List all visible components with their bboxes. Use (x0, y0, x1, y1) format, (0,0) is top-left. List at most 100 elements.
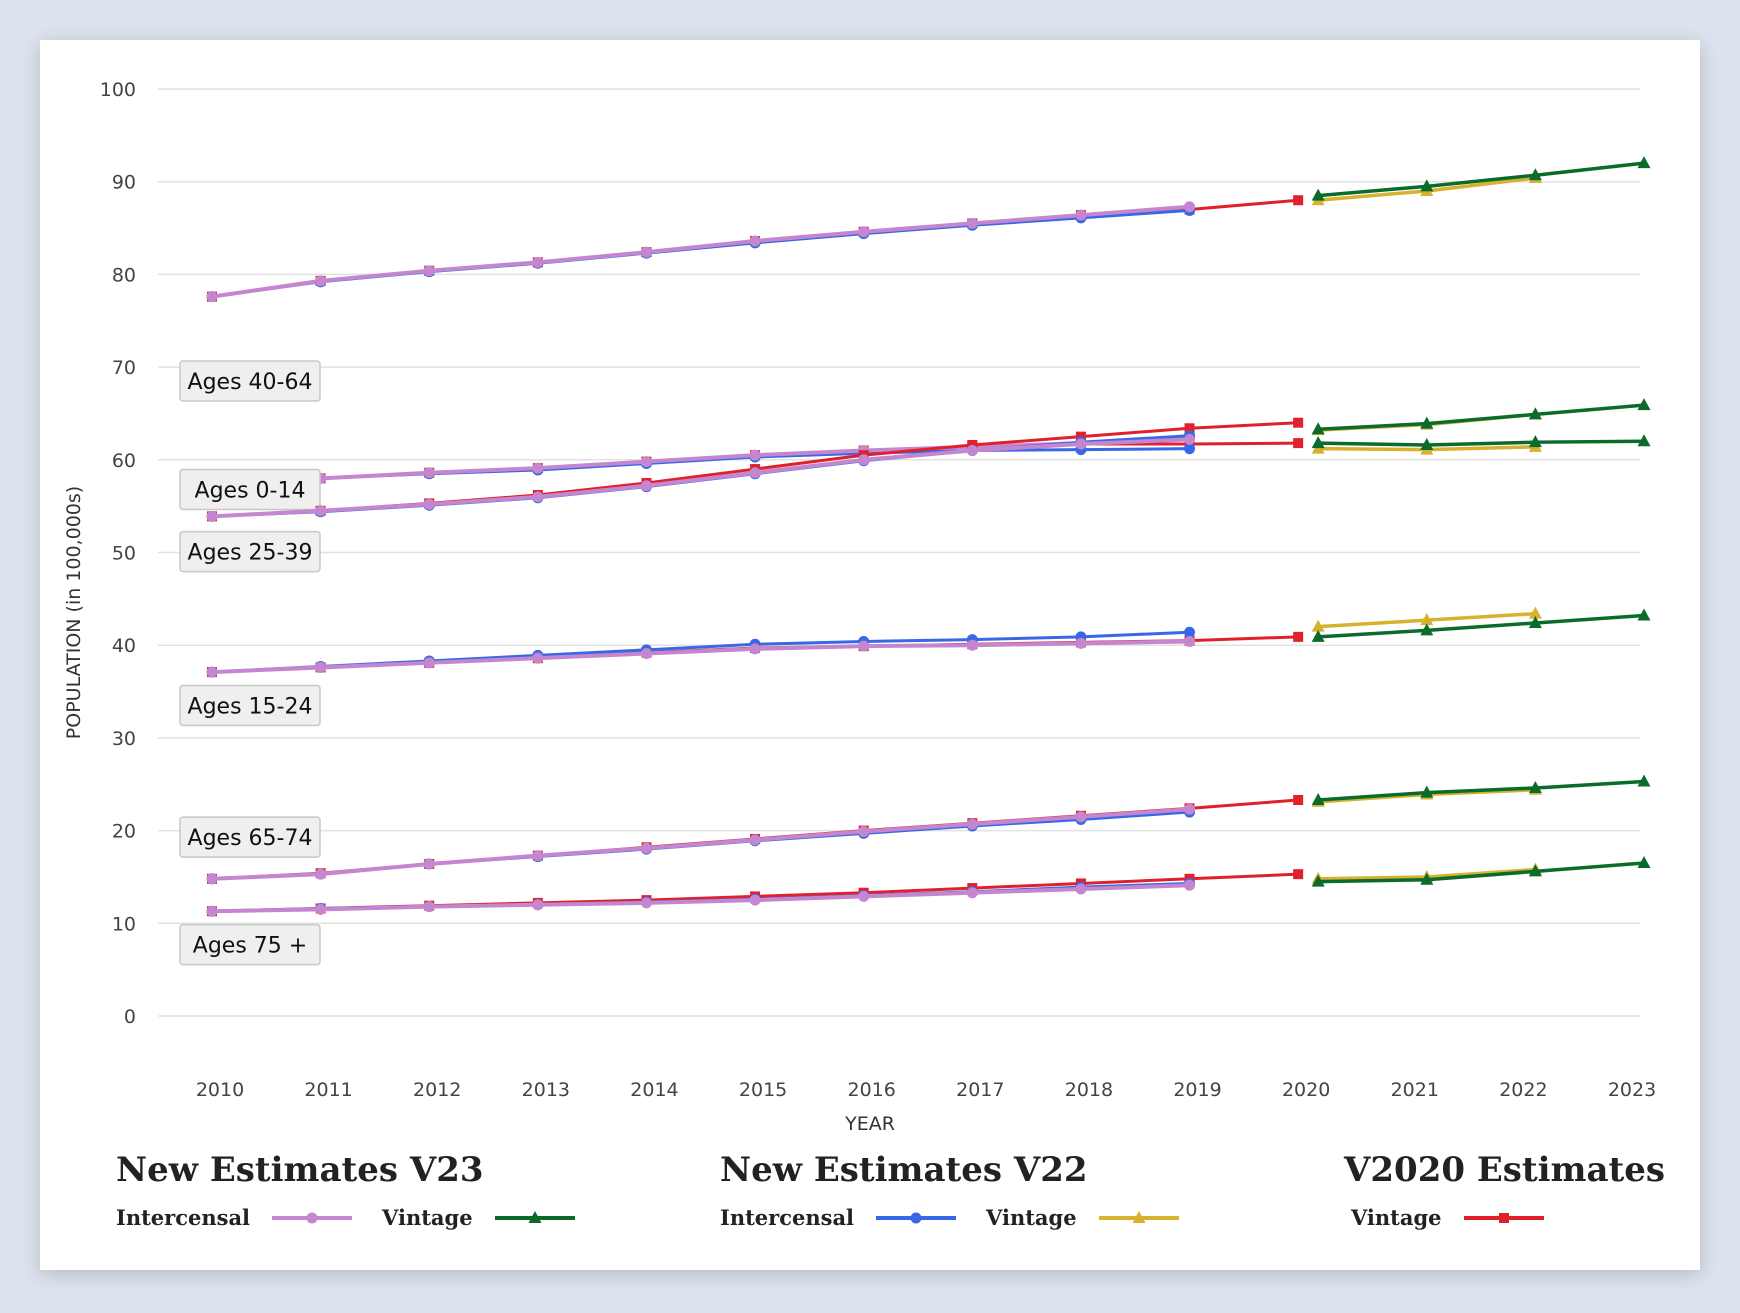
data-point-v23-vintage (1420, 179, 1434, 192)
data-point-v2020-vintage (1293, 795, 1304, 806)
data-point-v2020-vintage (967, 439, 978, 450)
legend-swatch-v23-vintage (494, 1208, 575, 1228)
data-point-v23-intercensal (749, 235, 761, 247)
y-tick-label: 0 (124, 1006, 136, 1028)
x-tick-label: 2018 (1065, 1079, 1113, 1101)
x-tick-label: 2022 (1499, 1079, 1547, 1101)
data-point-v23-intercensal (315, 903, 327, 915)
legend-swatch-v2020-vintage (1463, 1208, 1544, 1228)
series-line-v23-intercensal (211, 883, 1190, 914)
data-point-v2020-vintage (1293, 869, 1304, 880)
data-point-v23-intercensal (1075, 637, 1087, 649)
data-point-v23-intercensal (966, 818, 978, 830)
data-point-v2020-vintage (1293, 438, 1304, 449)
legend-group-v23: New Estimates V23 (116, 1150, 484, 1190)
data-point-v23-vintage (1420, 437, 1434, 450)
y-tick-label: 40 (112, 635, 136, 657)
data-point-v23-vintage (1420, 872, 1434, 885)
data-point-v23-vintage (1420, 416, 1434, 429)
data-point-v23-vintage (1637, 398, 1651, 411)
data-point-v2020-vintage (1293, 417, 1304, 428)
data-point-v23-intercensal (532, 899, 544, 911)
data-point-v23-intercensal (423, 657, 435, 669)
data-point-v23-intercensal (858, 454, 870, 466)
legend-title: New Estimates V22 (720, 1150, 1088, 1190)
series-line-v23-intercensal (211, 639, 1190, 675)
data-point-v23-intercensal (206, 666, 218, 678)
data-point-v23-intercensal (206, 510, 218, 522)
data-point-v23-vintage (1528, 407, 1542, 420)
data-point-v23-vintage (1637, 156, 1651, 169)
legend-marker-icon (528, 1210, 542, 1223)
series-line-v23-intercensal (211, 807, 1190, 881)
data-point-v23-intercensal (532, 850, 544, 862)
data-point-v23-intercensal (858, 226, 870, 238)
data-point-v23-intercensal (206, 873, 218, 885)
data-point-v23-intercensal (966, 445, 978, 457)
legend-row-v2020: Vintage (1351, 1205, 1574, 1230)
group-label-text: Ages 0-14 (195, 478, 306, 503)
data-point-v2020-vintage (1184, 423, 1195, 434)
data-point-v23-intercensal (966, 217, 978, 229)
y-tick-label: 90 (112, 172, 136, 194)
group-label: Ages 40-64 (179, 360, 321, 402)
data-point-v23-intercensal (640, 456, 652, 468)
data-point-v23-intercensal (315, 661, 327, 673)
data-point-v23-intercensal (1075, 883, 1087, 895)
series-line-v23-vintage (1318, 613, 1645, 639)
x-tick-label: 2012 (413, 1079, 461, 1101)
data-point-v23-vintage (1420, 623, 1434, 636)
data-point-v23-vintage (1637, 608, 1651, 621)
legend-marker-icon (306, 1212, 318, 1223)
y-tick-label: 30 (112, 728, 136, 750)
group-label-box (179, 468, 321, 511)
x-tick-label: 2015 (739, 1079, 787, 1101)
chart-card: 0 10 20 30 40 50 60 70 80 90 100 2010 2011 2012 2013 20… (40, 40, 1700, 1270)
data-point-v23-intercensal (640, 648, 652, 660)
x-tick-label: 2010 (196, 1079, 244, 1101)
data-point-v22-intercensal (1184, 626, 1196, 638)
data-point-v23-intercensal (423, 858, 435, 870)
group-label-text: Ages 40-64 (188, 370, 313, 395)
data-point-v23-intercensal (423, 467, 435, 479)
series-group-ages-75- (206, 856, 1651, 917)
data-point-v23-vintage (1528, 435, 1542, 448)
group-label-text: Ages 15-24 (188, 694, 313, 719)
legend-row-v22: Intercensal Vintage (720, 1205, 1209, 1230)
data-point-v23-vintage (1311, 793, 1325, 806)
data-point-v23-intercensal (206, 905, 218, 917)
data-point-v23-intercensal (640, 480, 652, 492)
group-label: Ages 15-24 (179, 684, 321, 727)
data-point-v2020-vintage (1293, 195, 1304, 206)
series-group-ages-15-24 (206, 606, 1651, 678)
legend-swatch-v22-vintage (1098, 1208, 1179, 1228)
data-point-v23-vintage (1637, 434, 1651, 447)
data-point-v23-intercensal (532, 462, 544, 474)
y-axis-label: POPULATION (in 100,000s) (63, 486, 85, 739)
y-tick-label: 100 (100, 79, 136, 101)
data-point-v23-intercensal (315, 505, 327, 517)
legend-label: Intercensal (720, 1205, 855, 1230)
group-label: Ages 75 + (179, 923, 321, 966)
data-point-v23-intercensal (423, 265, 435, 277)
group-label-box (179, 816, 321, 858)
data-point-v22-vintage (1420, 613, 1434, 626)
series-line-v22-intercensal (211, 208, 1190, 299)
data-point-v23-intercensal (640, 246, 652, 258)
legend-label: Vintage (382, 1205, 473, 1230)
x-tick-label: 2017 (956, 1079, 1004, 1101)
legend-label: Vintage (986, 1205, 1077, 1230)
data-point-v23-intercensal (423, 498, 435, 510)
group-label: Ages 25-39 (179, 530, 321, 573)
data-point-v22-vintage (1528, 606, 1542, 619)
data-point-v23-vintage (1528, 780, 1542, 793)
data-point-v23-intercensal (1075, 811, 1087, 823)
data-point-v23-vintage (1311, 874, 1325, 887)
data-point-v23-vintage (1311, 436, 1325, 449)
legend-title: New Estimates V23 (116, 1150, 484, 1190)
data-point-v23-intercensal (532, 256, 544, 268)
data-point-v23-intercensal (1075, 438, 1087, 450)
series-line-v23-vintage (1318, 779, 1645, 802)
group-label-text: Ages 65-74 (188, 826, 313, 851)
group-label-box (179, 530, 321, 573)
